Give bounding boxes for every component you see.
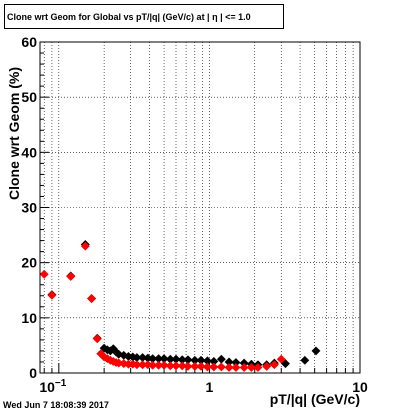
y-tick-label: 40 bbox=[21, 144, 37, 160]
x-tick-label: 10−1 bbox=[39, 378, 66, 395]
y-tick-label: 10 bbox=[21, 310, 37, 326]
data-point bbox=[231, 362, 241, 373]
chart-title: Clone wrt Geom for Global vs pT/|q| (GeV… bbox=[4, 4, 284, 29]
data-point bbox=[209, 362, 219, 372]
data-point bbox=[171, 361, 181, 371]
data-point bbox=[159, 360, 169, 370]
data-point bbox=[177, 361, 187, 371]
data-point bbox=[47, 290, 57, 300]
data-point bbox=[183, 361, 193, 371]
data-point bbox=[246, 362, 256, 373]
x-tick-label: 1 bbox=[206, 379, 214, 395]
y-tick-label: 50 bbox=[21, 89, 37, 105]
y-tick-label: 0 bbox=[29, 365, 37, 381]
data-point bbox=[80, 241, 90, 251]
data-point bbox=[202, 362, 212, 372]
data-point bbox=[87, 293, 97, 304]
timestamp: Wed Jun 7 18:08:39 2017 bbox=[3, 400, 109, 410]
data-point bbox=[224, 362, 234, 373]
y-tick-label: 60 bbox=[21, 34, 37, 50]
data-point bbox=[66, 271, 76, 282]
data-point bbox=[253, 362, 263, 373]
data-point bbox=[239, 362, 249, 373]
data-point bbox=[190, 361, 200, 371]
data-point bbox=[269, 360, 279, 370]
x-axis-label: pT/|q| (GeV/c) bbox=[269, 391, 360, 407]
data-point bbox=[300, 355, 310, 365]
data-point bbox=[262, 361, 272, 371]
data-point bbox=[276, 354, 286, 364]
plot-frame bbox=[39, 41, 361, 374]
y-tick-label: 30 bbox=[21, 200, 37, 216]
data-point bbox=[39, 269, 49, 279]
series-red bbox=[39, 241, 286, 373]
data-series bbox=[39, 239, 321, 373]
series-black bbox=[47, 239, 321, 370]
data-point bbox=[92, 334, 102, 344]
tick-labels: 0 10 20 30 40 50 60 10−1 1 10 bbox=[21, 34, 368, 395]
data-point bbox=[216, 354, 226, 364]
y-tick-label: 20 bbox=[21, 255, 37, 271]
x-tick-label: 10 bbox=[352, 379, 368, 395]
y-axis-label: Clone wrt Geom (%) bbox=[6, 66, 22, 200]
grid-lines bbox=[40, 42, 360, 373]
data-point bbox=[196, 361, 206, 371]
data-point bbox=[216, 362, 226, 372]
data-point bbox=[311, 346, 321, 356]
